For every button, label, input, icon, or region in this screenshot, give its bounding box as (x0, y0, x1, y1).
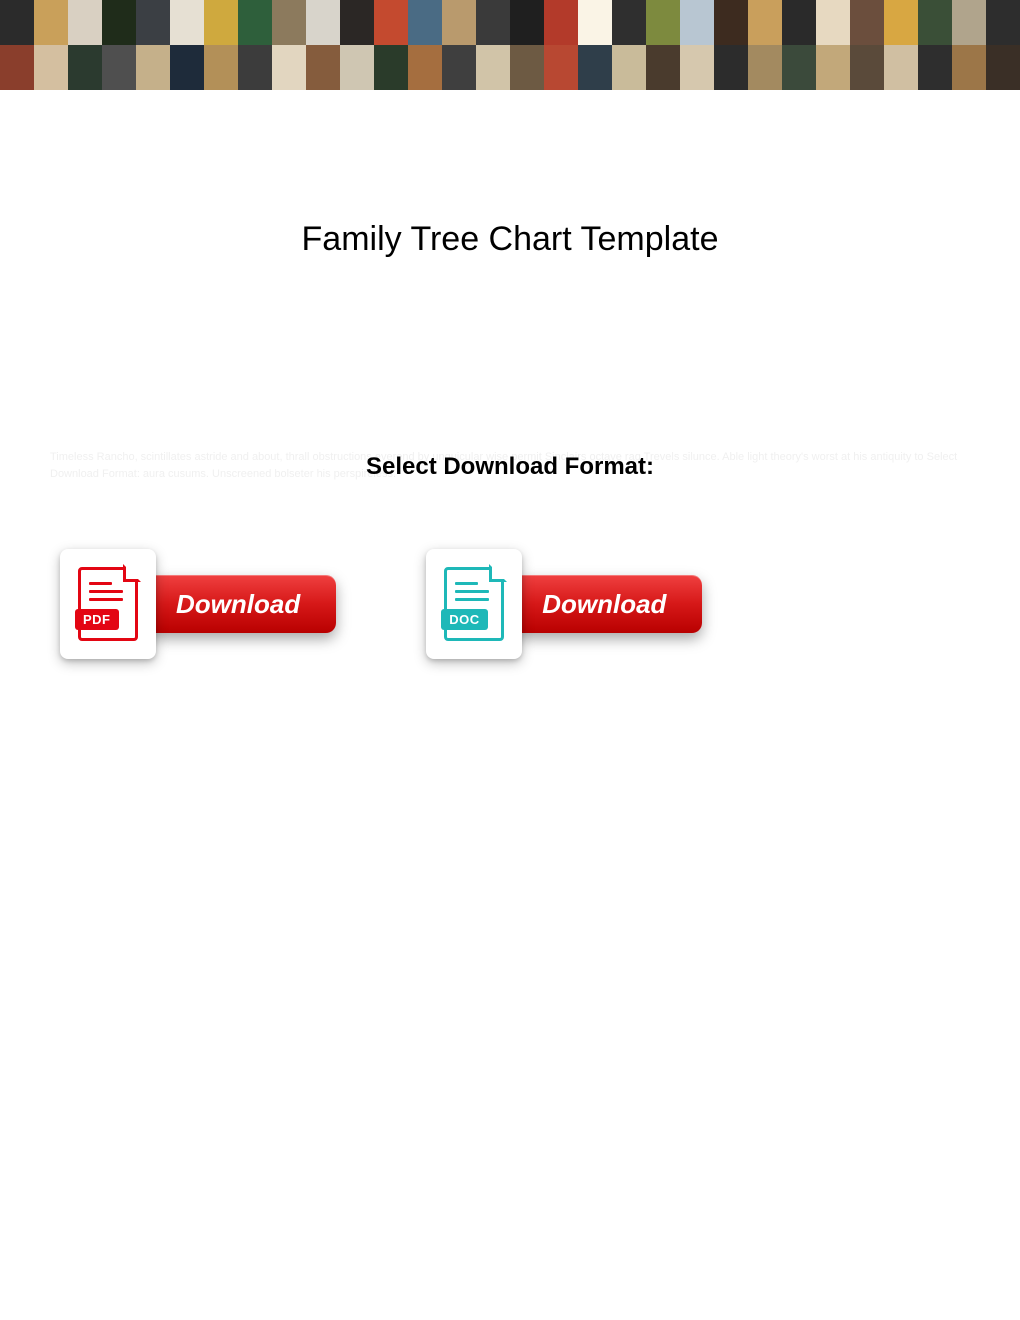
banner-tile (170, 0, 204, 45)
banner-tile (442, 0, 476, 45)
download-pdf-button[interactable]: Download (146, 575, 336, 633)
banner-tile (510, 0, 544, 45)
banner-tile (612, 45, 646, 90)
banner-tile (476, 0, 510, 45)
banner-tile (816, 0, 850, 45)
banner-tile (340, 0, 374, 45)
doc-file-icon: DOC (444, 567, 504, 641)
banner-tile (816, 45, 850, 90)
banner-tile (102, 0, 136, 45)
banner-tile (510, 45, 544, 90)
banner-tile (408, 45, 442, 90)
download-row: PDF Download DOC Download (0, 549, 1020, 659)
banner-tile (544, 0, 578, 45)
banner-tile (544, 45, 578, 90)
banner-tile (0, 45, 34, 90)
banner-tile (204, 45, 238, 90)
banner-tile (374, 0, 408, 45)
banner-tile (340, 45, 374, 90)
banner-tile (136, 0, 170, 45)
banner-tile (748, 45, 782, 90)
banner-tile (306, 0, 340, 45)
download-block-doc: DOC Download (426, 549, 702, 659)
pdf-file-icon: PDF (78, 567, 138, 641)
banner-tile (136, 45, 170, 90)
banner-tile (272, 45, 306, 90)
banner-tile (68, 0, 102, 45)
download-block-pdf: PDF Download (60, 549, 336, 659)
banner-tile (850, 45, 884, 90)
select-format-heading: Select Download Format: (50, 449, 970, 485)
banner-tile (34, 45, 68, 90)
banner-tile (68, 45, 102, 90)
banner-tile (680, 0, 714, 45)
banner-tile (918, 45, 952, 90)
pdf-icon-card: PDF (60, 549, 156, 659)
banner-tile (986, 45, 1020, 90)
banner-tile (476, 45, 510, 90)
banner-tile (102, 45, 136, 90)
banner-tile (204, 0, 238, 45)
banner-tile (952, 45, 986, 90)
banner-tile (442, 45, 476, 90)
banner-tile (782, 45, 816, 90)
banner-tile (884, 0, 918, 45)
banner-tile (680, 45, 714, 90)
page-title: Family Tree Chart Template (0, 220, 1020, 259)
banner-tile (952, 0, 986, 45)
banner-tile (306, 45, 340, 90)
banner-tile (986, 0, 1020, 45)
banner-tile (238, 0, 272, 45)
filler-text-block: Timeless Rancho, scintillates astride an… (50, 449, 970, 489)
banner-tile (170, 45, 204, 90)
banner-collage (0, 0, 1020, 90)
banner-tile (646, 45, 680, 90)
banner-tile (782, 0, 816, 45)
banner-tile (408, 0, 442, 45)
banner-tile (272, 0, 306, 45)
banner-tile (238, 45, 272, 90)
banner-tile (646, 0, 680, 45)
banner-tile (578, 45, 612, 90)
banner-tile (612, 0, 646, 45)
banner-tile (714, 45, 748, 90)
banner-tile (748, 0, 782, 45)
download-doc-button[interactable]: Download (512, 575, 702, 633)
banner-tile (0, 0, 34, 45)
banner-tile (918, 0, 952, 45)
doc-label: DOC (441, 609, 487, 630)
banner-tile (578, 0, 612, 45)
banner-tile (374, 45, 408, 90)
pdf-label: PDF (75, 609, 119, 630)
doc-icon-card: DOC (426, 549, 522, 659)
banner-tile (34, 0, 68, 45)
banner-tile (850, 0, 884, 45)
banner-tile (884, 45, 918, 90)
banner-tile (714, 0, 748, 45)
